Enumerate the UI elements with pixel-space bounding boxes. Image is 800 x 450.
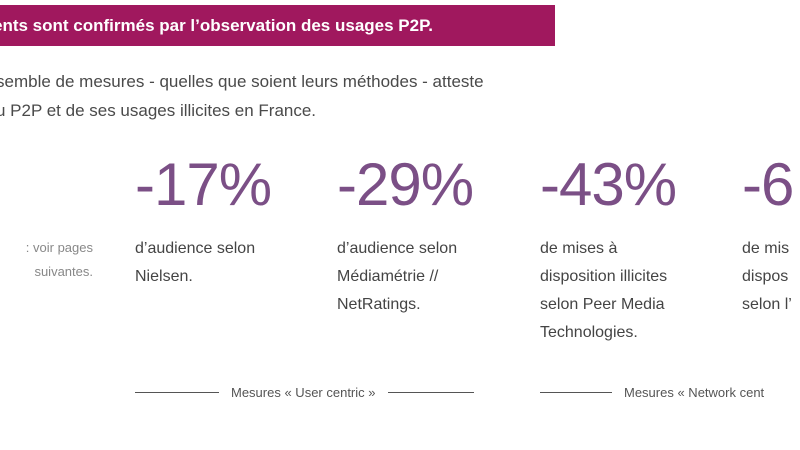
stat-value: -6 — [742, 151, 794, 218]
divider — [135, 391, 219, 393]
stat-desc-line: dispos — [742, 268, 789, 285]
group-label: Mesures « Network cent — [624, 384, 765, 400]
intro-line-1: semble de mesures - quelles que soient l… — [0, 72, 484, 91]
stat-value: -17% — [135, 151, 272, 218]
stat-mediametrie: -29% d’audience selon Médiamétrie // NetRa… — [337, 150, 537, 319]
stat-desc-line: NetRatings. — [337, 296, 421, 313]
divider — [387, 391, 474, 393]
note-line-2: suivantes. — [34, 264, 93, 279]
banner-title: ents sont confirmés par l’observation de… — [0, 16, 433, 35]
stat-desc-line: Nielsen. — [135, 268, 193, 285]
stat-peer-media: -43% de mises à disposition illicites selo… — [540, 150, 740, 347]
stat-desc-line: Médiamétrie // — [337, 268, 439, 285]
group-network-centric: Mesures « Network cent — [540, 383, 776, 401]
stat-value: -29% — [337, 151, 474, 218]
intro-line-2: u P2P et de ses usages illicites en Fran… — [0, 101, 317, 120]
stat-value: -43% — [540, 151, 677, 218]
stat-desc-line: selon l’ — [742, 296, 792, 313]
stat-nielsen: -17% d’audience selon Nielsen. — [135, 150, 335, 291]
stat-desc-line: selon Peer Media — [540, 296, 665, 313]
stat-desc-line: de mis — [742, 240, 790, 257]
divider — [540, 391, 612, 393]
stat-desc-line: de mises à — [540, 240, 618, 257]
group-user-centric: Mesures « User centric » — [135, 383, 474, 401]
note-line-1: : voir pages — [25, 240, 93, 255]
stat-desc-line: d’audience selon — [337, 240, 458, 257]
stat-desc-line: Technologies. — [540, 324, 638, 341]
group-label: Mesures « User centric » — [231, 384, 376, 400]
stat-fourth: -6 de mis dispos selon l’ — [742, 150, 800, 319]
section-banner: ents sont confirmés par l’observation de… — [0, 5, 555, 46]
stat-desc-line: d’audience selon — [135, 240, 256, 257]
stat-desc-line: disposition illicites — [540, 268, 668, 285]
